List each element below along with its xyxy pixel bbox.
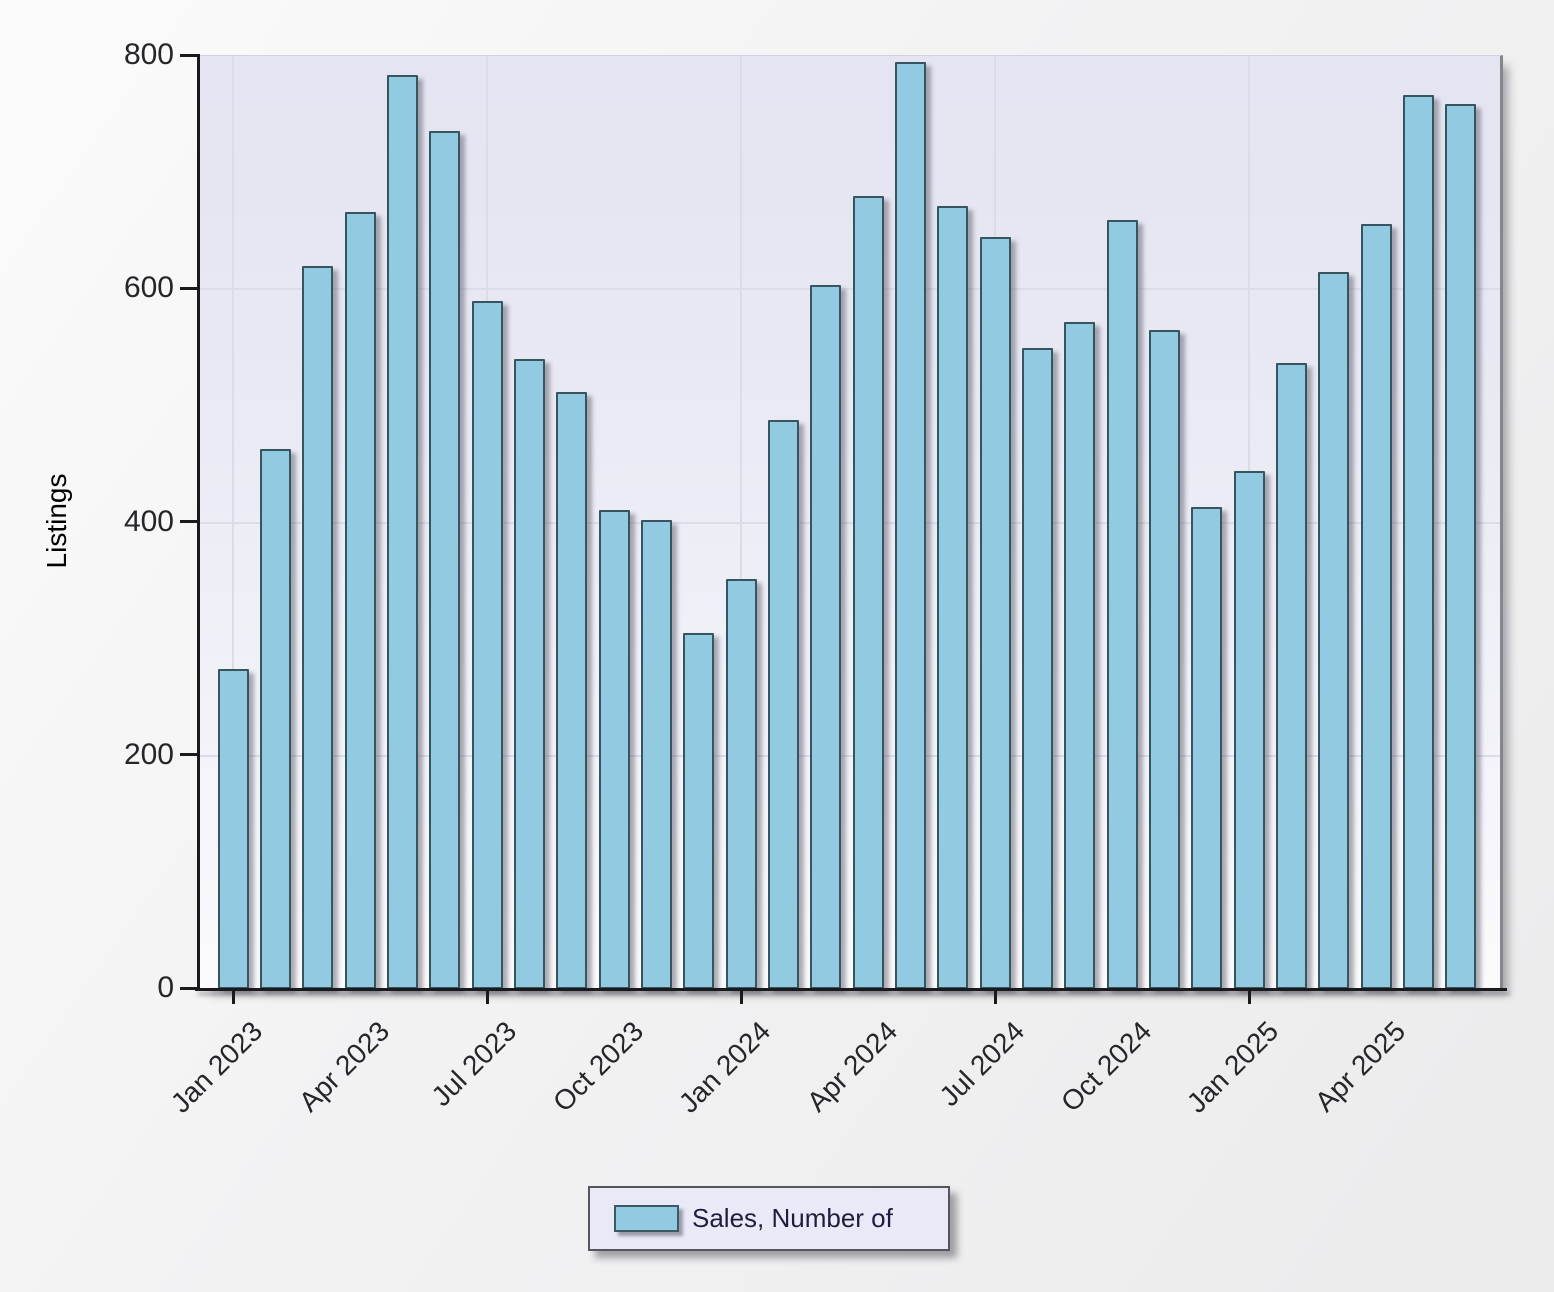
bar[interactable] (852, 196, 884, 989)
bar[interactable] (894, 61, 926, 989)
bar[interactable] (302, 265, 334, 989)
bar[interactable] (259, 449, 291, 989)
x-axis-line (195, 988, 1507, 991)
bar[interactable] (471, 300, 503, 989)
y-tick-label: 0 (157, 971, 174, 1004)
x-tick (485, 991, 489, 1004)
y-gridline (200, 521, 1500, 524)
x-gridline (740, 56, 742, 989)
bar[interactable] (1360, 223, 1392, 989)
y-tick (180, 53, 199, 57)
x-tick-label: Apr 2023 (292, 1015, 396, 1118)
bar[interactable] (1445, 103, 1477, 989)
x-tick-label: Oct 2023 (546, 1015, 650, 1118)
bar[interactable] (598, 509, 630, 989)
bar[interactable] (725, 578, 757, 989)
bar[interactable] (1233, 471, 1265, 989)
plot-area (200, 55, 1503, 989)
bar[interactable] (640, 520, 672, 989)
x-tick-label: Jan 2025 (1180, 1015, 1285, 1119)
y-tick (180, 520, 199, 523)
y-tick-label: 800 (123, 38, 174, 71)
x-tick-label: Apr 2024 (800, 1015, 904, 1118)
bar[interactable] (513, 359, 545, 989)
x-tick-label: Jul 2023 (425, 1015, 523, 1113)
bar[interactable] (1191, 507, 1223, 989)
bar[interactable] (344, 212, 376, 989)
x-gridline (232, 56, 234, 989)
y-tick (180, 986, 199, 990)
legend-swatch (614, 1205, 679, 1232)
x-tick-label: Apr 2025 (1308, 1015, 1412, 1118)
x-tick-label: Jan 2023 (164, 1015, 269, 1119)
y-tick-label: 200 (123, 737, 174, 771)
x-tick-label: Jan 2024 (672, 1015, 777, 1119)
bar[interactable] (556, 391, 588, 989)
x-tick-label: Oct 2024 (1054, 1015, 1158, 1118)
bar[interactable] (683, 633, 715, 989)
bar[interactable] (386, 74, 418, 989)
bar[interactable] (1148, 330, 1180, 989)
y-tick-label: 600 (123, 271, 174, 305)
x-tick (231, 991, 235, 1004)
bar[interactable] (1275, 362, 1307, 989)
bar[interactable] (1402, 94, 1434, 989)
bar[interactable] (979, 236, 1011, 989)
bar[interactable] (810, 284, 842, 989)
bar[interactable] (1021, 347, 1053, 989)
bar[interactable] (937, 206, 969, 989)
legend[interactable]: Sales, Number of (588, 1186, 950, 1251)
y-tick (180, 753, 199, 757)
x-tick (993, 991, 997, 1004)
bar[interactable] (429, 130, 461, 989)
y-gridline (200, 288, 1500, 291)
bar[interactable] (217, 669, 249, 989)
x-tick-label: Jul 2024 (933, 1015, 1031, 1113)
x-tick (1247, 991, 1251, 1004)
bar[interactable] (1064, 321, 1096, 989)
y-tick (180, 286, 199, 290)
y-gridline (200, 754, 1500, 757)
bar[interactable] (1318, 271, 1350, 989)
bar[interactable] (767, 419, 799, 989)
legend-label: Sales, Number of (692, 1203, 893, 1233)
bar[interactable] (1106, 220, 1138, 989)
x-tick (739, 991, 743, 1004)
y-tick-label: 400 (123, 504, 174, 538)
